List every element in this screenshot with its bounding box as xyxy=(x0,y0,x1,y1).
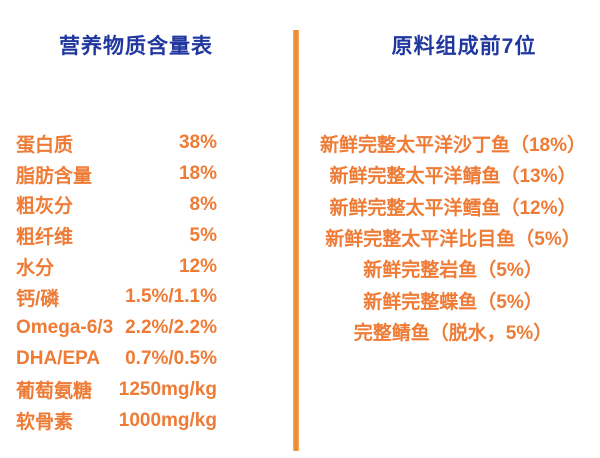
list-item: 新鲜完整太平洋比目鱼（5%） xyxy=(325,229,581,251)
nutrient-value: 1.5%/1.1% xyxy=(125,286,217,308)
nutrient-label: 钙/磷 xyxy=(16,288,60,310)
table-row: 蛋白质 38% xyxy=(16,128,217,159)
vertical-divider xyxy=(293,30,299,451)
list-item: 新鲜完整太平洋鲭鱼（13%） xyxy=(329,166,577,188)
nutrient-value: 12% xyxy=(178,255,217,277)
nutrient-label: 软骨素 xyxy=(16,412,74,434)
nutrient-value: 1000mg/kg xyxy=(118,409,217,431)
table-row: 粗纤维 5% xyxy=(16,220,217,251)
nutrient-label: 脂肪含量 xyxy=(16,165,93,187)
list-item: 完整鲭鱼（脱水，5%） xyxy=(353,322,553,344)
nutrient-label: 粗纤维 xyxy=(16,227,74,249)
nutrient-value: 1250mg/kg xyxy=(118,378,217,400)
table-row: 水分 12% xyxy=(16,251,217,282)
list-item: 新鲜完整太平洋沙丁鱼（18%） xyxy=(319,135,587,157)
nutrition-table-title: 营养物质含量表 xyxy=(59,35,213,58)
nutrient-value: 0.7%/0.5% xyxy=(125,347,217,369)
nutrient-value: 18% xyxy=(178,163,217,185)
list-item: 新鲜完整太平洋鳕鱼（12%） xyxy=(329,197,577,219)
nutrient-value: 5% xyxy=(189,224,217,246)
ingredients-list: 新鲜完整太平洋沙丁鱼（18%） 新鲜完整太平洋鲭鱼（13%） 新鲜完整太平洋鳕鱼… xyxy=(308,128,598,347)
nutrient-label: DHA/EPA xyxy=(16,347,101,369)
ingredients-title: 原料组成前7位 xyxy=(391,35,537,58)
table-row: 粗灰分 8% xyxy=(16,190,217,221)
nutrient-value: 8% xyxy=(189,193,217,215)
table-row: 软骨素 1000mg/kg xyxy=(16,405,217,436)
nutrient-label: 葡萄氨糖 xyxy=(16,381,93,403)
table-row: DHA/EPA 0.7%/0.5% xyxy=(16,344,217,375)
nutrient-value: 38% xyxy=(178,132,217,154)
nutrient-label: Omega-6/3 xyxy=(16,317,114,339)
nutrient-label: 蛋白质 xyxy=(16,134,74,156)
table-row: 脂肪含量 18% xyxy=(16,159,217,190)
nutrient-label: 粗灰分 xyxy=(16,196,74,218)
table-row: 葡萄氨糖 1250mg/kg xyxy=(16,374,217,405)
table-row: 钙/磷 1.5%/1.1% xyxy=(16,282,217,313)
nutrient-label: 水分 xyxy=(16,258,55,280)
table-row: Omega-6/3 2.2%/2.2% xyxy=(16,313,217,344)
list-item: 新鲜完整岩鱼（5%） xyxy=(363,260,543,282)
nutrition-table: 蛋白质 38% 脂肪含量 18% 粗灰分 8% 粗纤维 5% 水分 12% 钙/… xyxy=(16,128,217,436)
list-item: 新鲜完整蝶鱼（5%） xyxy=(363,291,543,313)
nutrient-value: 2.2%/2.2% xyxy=(125,317,217,339)
